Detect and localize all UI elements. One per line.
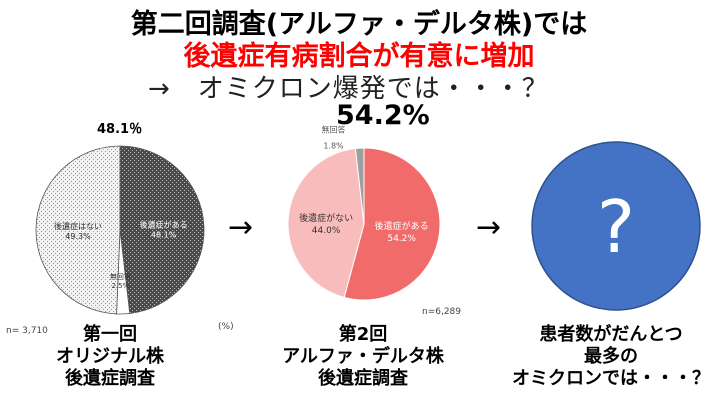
pie2-label-no: 後遺症がない — [299, 212, 353, 224]
pie3-question-mark: ? — [597, 185, 635, 269]
title-line-1: 第二回調査(アルファ・デルタ株)では — [130, 9, 588, 40]
pie1-label-na: 無回答 — [110, 272, 131, 281]
pie3-slice-unknown — [531, 141, 701, 311]
pie3-chart: ? — [531, 141, 701, 311]
pie1-slice-yes — [119, 145, 205, 314]
pie3-caption-line: 最多の — [584, 346, 638, 367]
pie2-caption-line: 後遺症調査 — [318, 368, 408, 389]
pie1-label-yes: 48.1% — [151, 230, 177, 239]
pie2-slice-na — [354, 147, 365, 225]
pie2-labels: 後遺症がある 54.2% 後遺症がない 44.0% 無回答 1.8% — [299, 124, 429, 244]
pie2-caption: 第2回 アルファ・デルタ株 後遺症調査 — [258, 324, 468, 390]
pie3-caption-line: 患者数がだんとつ — [539, 324, 683, 345]
pie1-caption-line: オリジナル株 — [56, 346, 164, 367]
pie1-label-no: 後遺症はない — [54, 221, 102, 231]
pie2-label-na: 1.8% — [323, 141, 344, 150]
title-line-2: 後遺症有病割合が有意に増加 — [183, 41, 535, 72]
pie2-label-yes: 54.2% — [387, 234, 416, 244]
pie3-labels: ? — [597, 185, 635, 269]
pie1-outside-label: 48.1％ — [97, 122, 143, 137]
pie1-label-yes: 後遺症がある — [140, 219, 188, 229]
pie3-slices — [531, 141, 701, 311]
pie1-caption-line: 第一回 — [83, 324, 137, 345]
arrow-1-icon: → — [228, 210, 254, 245]
pie2-caption-line: アルファ・デルタ株 — [282, 346, 444, 367]
pie2-label-no: 44.0% — [312, 226, 341, 236]
pie1-caption-line: 後遺症調査 — [65, 368, 155, 389]
pie3-caption-line: オミクロンでは・・・？ — [512, 368, 710, 389]
arrow-2-icon: → — [476, 210, 502, 245]
pie1-unit-label: (%) — [218, 322, 234, 332]
pie2-caption-line: 第2回 — [338, 324, 388, 345]
pie1-n-label: n= 3,710 — [6, 326, 48, 336]
pie2-slices — [287, 147, 441, 301]
pie1-slice-no — [35, 145, 121, 315]
pie1-label-no: 49.3% — [65, 232, 91, 241]
pie1-slices — [35, 145, 205, 315]
highlight-percentage: 54.2% — [336, 100, 430, 131]
pie1-caption: 第一回 オリジナル株 後遺症調査 — [10, 324, 210, 390]
pie2-slice-yes — [343, 147, 441, 301]
pie2-chart: 後遺症がある 54.2% 後遺症がない 44.0% 無回答 1.8% — [287, 124, 441, 301]
pie2-label-na: 無回答 — [321, 124, 345, 134]
title-line-3: → オミクロン爆発では・・・？ — [148, 74, 549, 104]
pie2-slice-no — [287, 147, 365, 298]
pie2-label-yes: 後遺症がある — [375, 220, 429, 232]
pie2-n-label: n=6,289 — [422, 307, 462, 317]
pie3-caption: 患者数がだんとつ 最多の オミクロンでは・・・？ — [506, 324, 716, 390]
pie1-label-na: 2.5% — [111, 282, 129, 290]
